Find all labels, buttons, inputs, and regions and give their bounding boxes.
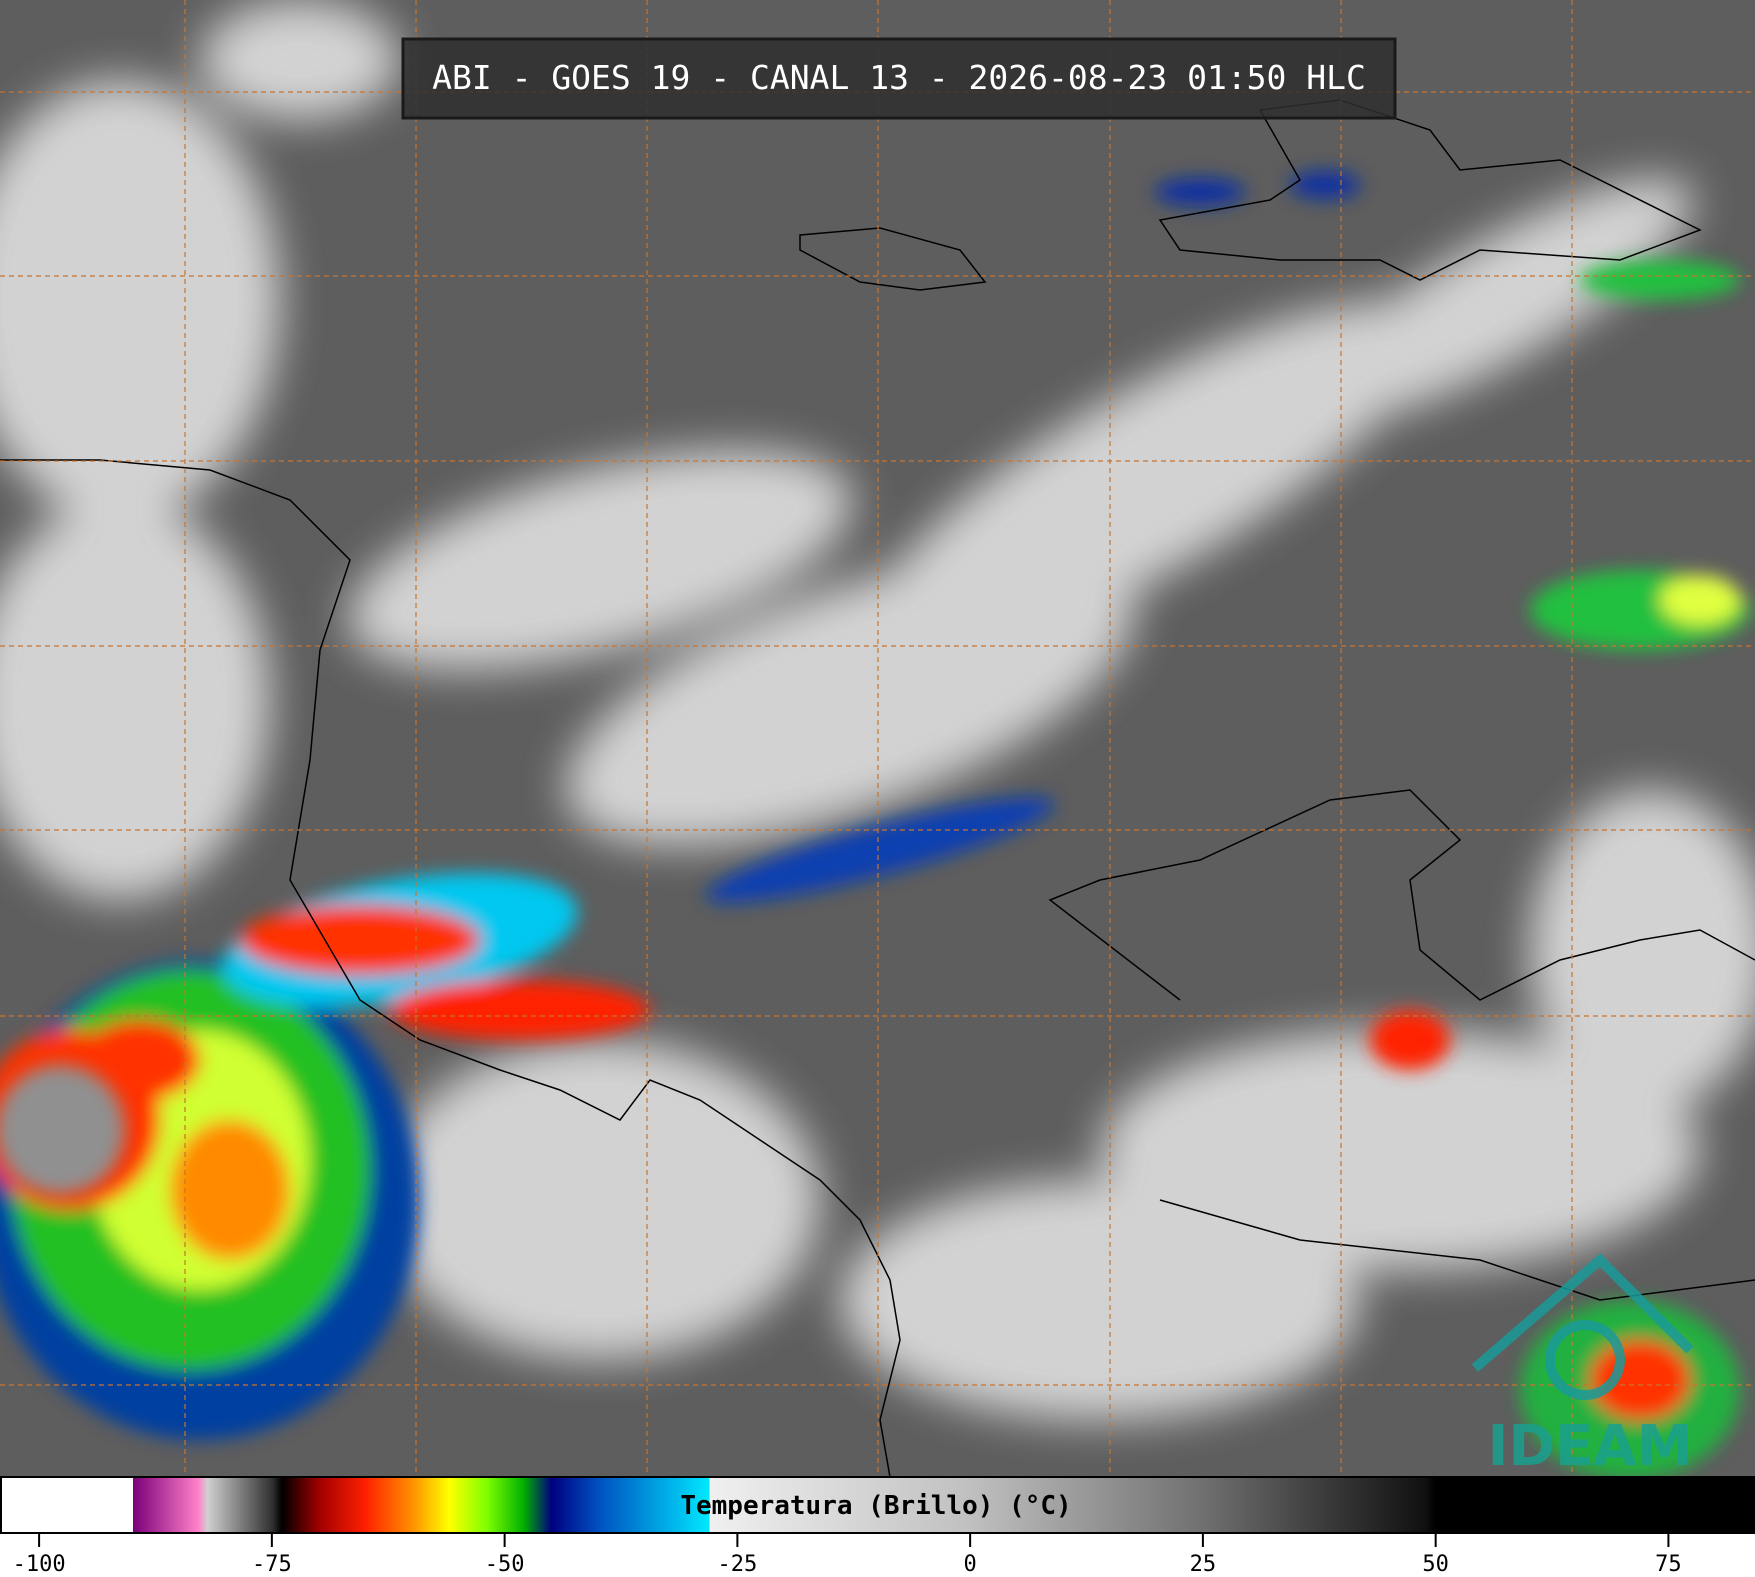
colorbar-label: Temperatura (Brillo) (°C) [680, 1491, 1071, 1521]
graticule [0, 0, 1755, 1477]
colorbar-tick-label: 75 [1655, 1552, 1682, 1577]
logo-text: IDEAM [1488, 1414, 1693, 1479]
title-box [401, 37, 1397, 120]
colorbar-tick-label: -50 [485, 1552, 525, 1577]
colorbar: Temperatura (Brillo) (°C) -100 -75 -50 -25 0 2… [0, 1476, 1755, 1577]
colorbar-tick-label: 25 [1190, 1552, 1217, 1577]
imagery [0, 0, 1755, 1480]
colorbar-tick-label: 0 [964, 1552, 977, 1577]
colorbar-tick-label: -75 [252, 1552, 292, 1577]
colorbar-tick-label: 50 [1422, 1552, 1449, 1577]
colorbar-tick-label: -100 [13, 1552, 66, 1577]
colorbar-tick-label: -25 [718, 1552, 758, 1577]
logo: IDEAM [1471, 1253, 1694, 1479]
title: ABI - GOES 19 - CANAL 13 - 2026-08-23 01… [432, 58, 1366, 97]
colorbar-scale [0, 1476, 1755, 1534]
